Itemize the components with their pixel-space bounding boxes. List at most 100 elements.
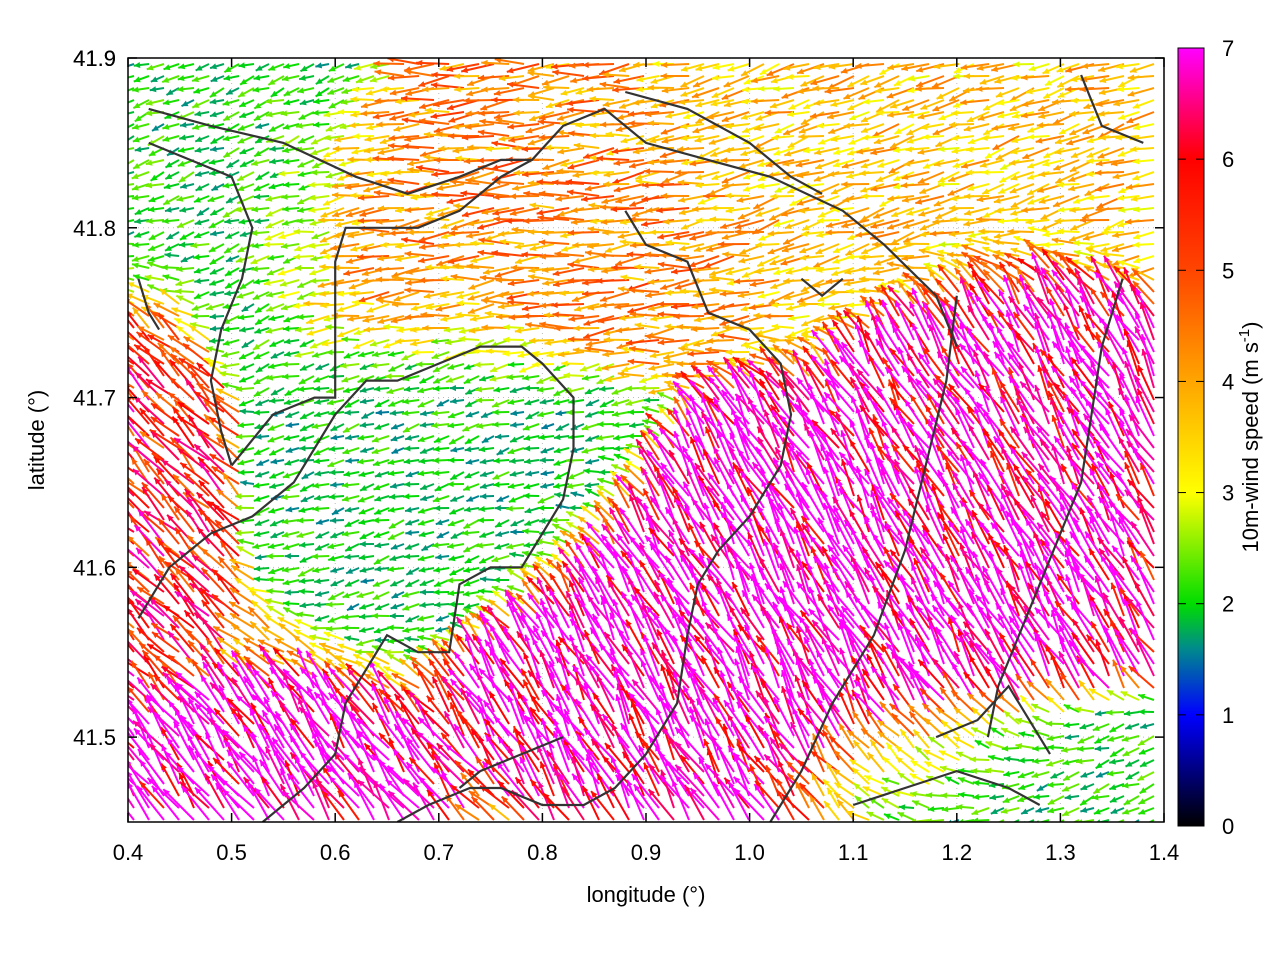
wind-arrow-head [552,69,559,76]
wind-arrow-head [193,87,201,94]
wind-arrow [353,63,375,71]
wind-arrow-head [461,67,469,74]
wind-arrow-head [916,81,924,87]
wind-arrow [282,63,300,70]
wind-arrow [810,75,840,86]
wind-arrow-head [415,59,423,67]
wind-arrow [552,69,585,77]
wind-arrow [800,75,825,87]
wind-arrow-head [145,99,153,106]
wind-arrow-head [419,103,427,110]
wind-arrow-head [1026,88,1033,95]
wind-arrow-head [1013,61,1020,68]
wind-arrow-head [916,66,924,73]
wind-arrow-head [132,86,139,93]
wind-arrow-head [313,98,320,105]
wind-arrow-head [192,102,200,108]
wind-arrow-head [619,66,626,73]
wind-arrow [963,73,990,80]
wind-arrow [493,87,525,96]
wind-arrow-head [542,79,550,86]
wind-arrow [133,62,150,69]
wind-arrow [209,87,225,98]
wind-arrow [342,75,360,83]
wind-arrow-head [283,90,291,96]
wind-arrow-head [693,81,701,88]
wind-arrow-head [355,77,363,84]
wind-arrow-head [1028,65,1036,72]
wind-arrow-head [401,95,408,102]
wind-arrow-head [223,74,231,81]
wind-arrow [893,75,915,87]
wind-arrow-head [255,65,263,71]
wind-arrow-head [481,59,488,67]
wind-arrow [786,73,810,80]
wind-arrow-head [224,66,232,73]
wind-arrow-head [766,70,774,76]
wind-arrow-head [995,91,1003,98]
wind-arrow-head [116,274,123,280]
wind-arrow [860,75,885,86]
wind-arrow [712,63,735,70]
wind-arrow-head [351,86,359,93]
wind-arrow-head [116,183,123,189]
wind-arrow [432,99,465,108]
wind-arrow-head [480,104,488,111]
wind-arrow [373,60,405,67]
wind-arrow [132,99,150,110]
wind-arrow-head [268,79,276,85]
wind-arrow-head [115,295,122,301]
wind-arrow-head [268,64,276,71]
wind-arrow [1013,61,1035,68]
wind-arrow-head [551,63,558,70]
wind-arrow [463,97,495,104]
wind-arrow [222,99,240,106]
wind-arrow [1127,74,1155,81]
wind-arrow-head [1065,66,1073,73]
wind-arrow [268,63,285,72]
wind-arrow-head [297,87,305,94]
wind-arrow [270,87,285,98]
wind-arrow [660,61,690,68]
wind-arrow-head [1127,90,1135,97]
wind-arrow-head [328,102,336,109]
wind-arrow-head [146,64,154,71]
wind-arrow-head [661,87,669,94]
wind-arrow-head [555,101,562,108]
wind-arrow-head [860,79,868,86]
wind-arrow [267,75,285,86]
wind-arrow-head [120,126,127,132]
wind-arrow [380,86,405,93]
wind-arrow [931,75,960,89]
wind-arrow [350,96,375,103]
wind-arrow [238,62,255,69]
wind-arrow-head [121,63,128,69]
wind-arrow [162,99,180,106]
wind-arrow-head [783,64,791,71]
wind-arrow-head [340,98,348,105]
wind-arrow-head [210,63,218,70]
wind-arrow [145,99,165,106]
wind-arrow-head [636,76,644,83]
wind-arrow-head [283,63,290,70]
wind-arrow [933,63,960,70]
wind-arrow [1129,63,1155,73]
wind-arrow-head [299,99,307,106]
wind-arrow [887,63,915,71]
wind-arrow [149,86,165,93]
wind-arrow [255,63,270,72]
wind-arrow-head [847,81,855,87]
wind-arrow-head [994,77,1002,84]
wind-arrow-head [119,101,126,107]
wind-arrow-head [953,73,960,80]
wind-arrow-head [300,65,308,72]
wind-arrow-head [932,82,940,88]
wind-arrow-head [252,86,260,93]
wind-arrow [351,86,375,93]
wind-arrow-head [467,80,475,87]
wind-arrow-head [1099,77,1107,84]
wind-arrow [824,87,855,95]
wind-arrow-head [281,75,289,82]
wind-arrow [253,74,270,81]
